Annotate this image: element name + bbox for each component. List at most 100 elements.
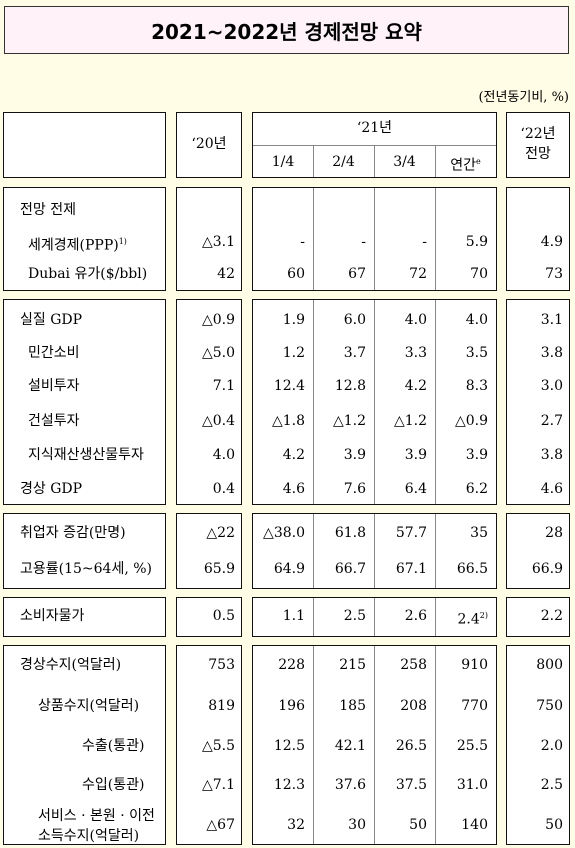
group-2021-box: 1.9 6.0 4.0 4.0 1.2 3.7 3.3 3.5 12.4 12.8 4.2 8.3 △1… (252, 299, 497, 505)
row-label: 상품수지(억달러) (38, 698, 140, 714)
row-label: 건설투자 (28, 413, 80, 429)
value-2020: △22 (206, 525, 235, 541)
value-annual: 3.9 (465, 447, 488, 463)
value-annual: 31.0 (456, 777, 488, 793)
value-annual: 8.3 (465, 378, 488, 394)
value-q3: 4.2 (404, 378, 427, 394)
value-q1: 4.2 (282, 447, 305, 463)
row-label: 취업자 증감(만명) (20, 525, 126, 541)
group-2021-box: △38.0 61.8 57.7 35 64.9 66.7 67.1 66.5 (252, 513, 497, 589)
value-2022: 3.8 (540, 447, 563, 463)
row-label: 소비자물가 (20, 608, 85, 624)
value-q3: 4.0 (404, 312, 427, 328)
header-2022-box: ‘22년 전망 (506, 112, 570, 178)
value-q1: 1.1 (282, 608, 305, 624)
row-label: 민간소비 (28, 345, 80, 361)
value-q1: 60 (287, 266, 305, 282)
value-annual: 3.5 (465, 345, 488, 361)
row-label: 수출(통관) (82, 738, 145, 754)
row-label: 서비스 · 본원 · 이전 소득수지(억달러) (38, 808, 155, 844)
group-2020-box: △22 65.9 (176, 513, 242, 589)
value-2020: 42 (217, 266, 235, 282)
value-q1: 12.4 (273, 378, 305, 394)
value-2020: 7.1 (212, 378, 235, 394)
row-label: 실질 GDP (20, 312, 83, 328)
value-annual: △0.9 (454, 413, 488, 429)
header-label-box (3, 112, 166, 178)
value-annual: 35 (470, 525, 488, 541)
value-annual: 6.2 (465, 481, 488, 497)
header-2020: ‘20년 (191, 136, 227, 152)
row-label: 수입(통관) (82, 777, 145, 793)
value-2022: 2.2 (540, 608, 563, 624)
value-2022: 3.0 (540, 378, 563, 394)
value-2020: △3.1 (201, 234, 235, 250)
value-annual: 5.9 (465, 234, 488, 250)
group-2021-box: - - - 5.9 60 67 72 70 (252, 187, 497, 291)
value-2020: △67 (206, 817, 235, 833)
value-q3: 2.6 (404, 608, 427, 624)
value-q1: 4.6 (282, 481, 305, 497)
value-q2: △1.2 (332, 413, 366, 429)
header-2022: ‘22년 (520, 126, 556, 142)
value-q2: 30 (348, 817, 366, 833)
value-annual: 66.5 (456, 561, 488, 577)
header-q3: 3/4 (393, 154, 416, 170)
header-q2: 2/4 (332, 154, 355, 170)
value-q1: 228 (278, 657, 305, 673)
value-q3: 3.3 (404, 345, 427, 361)
value-2020: △7.1 (201, 777, 235, 793)
group-2022-box: 28 66.9 (506, 513, 570, 589)
value-q1: 12.5 (273, 738, 305, 754)
value-q3: 6.4 (404, 481, 427, 497)
header-annual: 연간e (450, 157, 481, 174)
value-q2: 12.8 (334, 378, 366, 394)
value-q3: 72 (409, 266, 427, 282)
row-label: 경상수지(억달러) (20, 657, 122, 673)
value-annual: 4.0 (465, 312, 488, 328)
row-label: 설비투자 (28, 378, 80, 394)
value-2022: 3.1 (540, 312, 563, 328)
value-2022: 4.9 (540, 234, 563, 250)
group-2020-box: 753 819 △5.5 △7.1 △67 (176, 645, 242, 845)
value-2022: 2.0 (540, 738, 563, 754)
value-2020: 819 (208, 698, 235, 714)
value-q1: 64.9 (273, 561, 305, 577)
value-annual: 25.5 (456, 738, 488, 754)
value-2020: △0.4 (201, 413, 235, 429)
value-2022: 2.5 (540, 777, 563, 793)
value-q3: - (422, 234, 427, 250)
group-2022-box: 3.1 3.8 3.0 2.7 3.8 4.6 (506, 299, 570, 505)
value-2020: △5.5 (201, 738, 235, 754)
value-q1: 32 (287, 817, 305, 833)
value-q3: 67.1 (395, 561, 427, 577)
page-title: 2021~2022년 경제전망 요약 (4, 6, 569, 54)
group-2020-box: △0.9 △5.0 7.1 △0.4 4.0 0.4 (176, 299, 242, 505)
value-q1: 1.9 (282, 312, 305, 328)
value-2020: 0.5 (212, 608, 235, 624)
value-2022: 28 (545, 525, 563, 541)
value-q1: △38.0 (263, 525, 305, 541)
value-annual: 70 (470, 266, 488, 282)
value-2022: 3.8 (540, 345, 563, 361)
value-2022: 4.6 (540, 481, 563, 497)
value-q2: - (361, 234, 366, 250)
value-q2: 215 (339, 657, 366, 673)
value-2020: △0.9 (201, 312, 235, 328)
value-2022: 800 (536, 657, 563, 673)
group-label-box: 전망 전제 세계경제(PPP)1) Dubai 유가($/bbl) (3, 187, 166, 291)
value-2020: 0.4 (212, 481, 235, 497)
value-q1: 12.3 (273, 777, 305, 793)
row-label: 고용률(15~64세, %) (20, 561, 153, 577)
row-label: 세계경제(PPP)1) (28, 237, 127, 254)
value-2022: 750 (536, 698, 563, 714)
header-q1: 1/4 (271, 154, 295, 170)
value-q2: 67 (348, 266, 366, 282)
value-annual: 910 (461, 657, 488, 673)
value-2020: 753 (208, 657, 235, 673)
value-q3: 57.7 (395, 525, 427, 541)
value-q3: 50 (409, 817, 427, 833)
value-2022: 50 (545, 817, 563, 833)
row-label: 경상 GDP (20, 481, 83, 497)
group-label-box: 실질 GDP 민간소비 설비투자 건설투자 지식재산생산물투자 경상 GDP (3, 299, 166, 505)
